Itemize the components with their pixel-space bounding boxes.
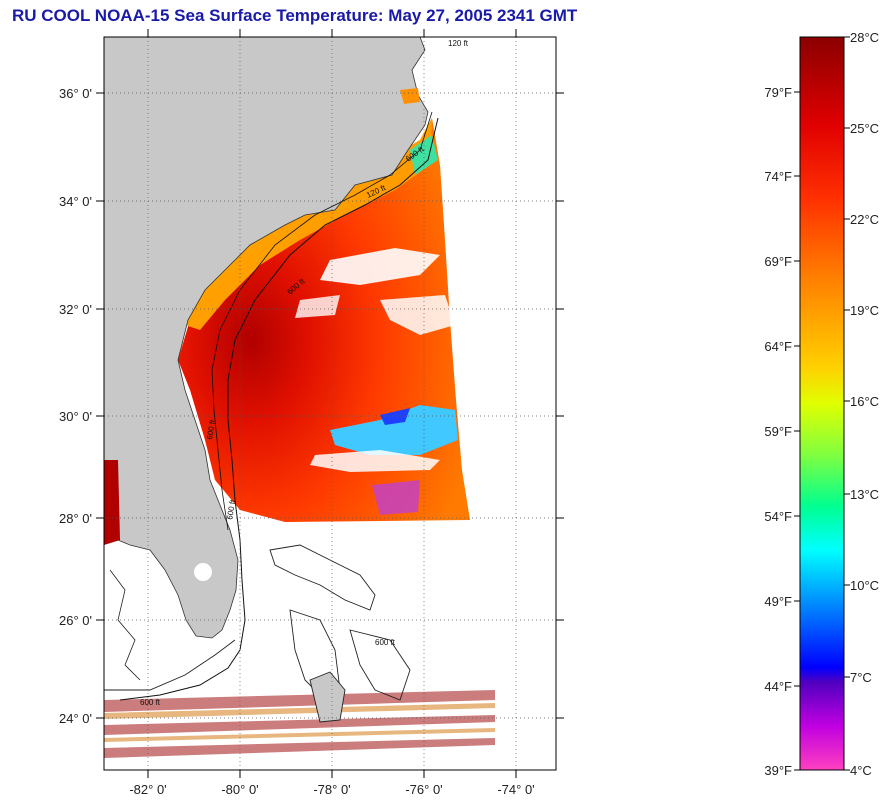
lat-label: 30° 0' bbox=[59, 409, 92, 424]
bahamas-outline bbox=[269, 544, 376, 611]
cool-patch-east bbox=[330, 405, 458, 455]
lon-label: -80° 0' bbox=[221, 782, 258, 797]
lat-label: 26° 0' bbox=[59, 613, 92, 628]
colorbar-fahrenheit-label: 39°F bbox=[764, 763, 792, 778]
colorbar-fahrenheit-label: 49°F bbox=[764, 594, 792, 609]
colorbar-fahrenheit-label: 69°F bbox=[764, 254, 792, 269]
colorbar bbox=[799, 36, 845, 771]
noisy-band bbox=[104, 703, 495, 742]
lat-label: 36° 0' bbox=[59, 86, 92, 101]
lon-label: -78° 0' bbox=[313, 782, 350, 797]
lon-label: -76° 0' bbox=[405, 782, 442, 797]
keys-outline bbox=[104, 639, 236, 691]
colorbar-ticks bbox=[794, 36, 850, 771]
cloud-edge-patch bbox=[372, 480, 420, 515]
colorbar-celsius-label: 4°C bbox=[850, 763, 872, 778]
lake-okeechobee bbox=[194, 563, 212, 581]
colorbar-celsius-label: 19°C bbox=[850, 303, 879, 318]
lon-label: -82° 0' bbox=[129, 782, 166, 797]
noisy-band bbox=[104, 690, 495, 758]
colorbar-celsius-label: 13°C bbox=[850, 487, 879, 502]
colorbar-fahrenheit-label: 64°F bbox=[764, 339, 792, 354]
map-frame bbox=[103, 36, 557, 771]
colorbar-celsius-label: 25°C bbox=[850, 121, 879, 136]
contour-label: 600 ft bbox=[205, 418, 217, 440]
colorbar-celsius-label: 7°C bbox=[850, 670, 872, 685]
florida-gulf-contour bbox=[109, 569, 141, 681]
cuba-outline bbox=[309, 671, 346, 723]
colorbar-celsius-label: 10°C bbox=[850, 578, 879, 593]
cloud-patch bbox=[380, 295, 455, 335]
bahamas-outline bbox=[349, 629, 411, 701]
cold-core bbox=[380, 408, 410, 425]
colorbar-fahrenheit-label: 59°F bbox=[764, 424, 792, 439]
lon-label: -74° 0' bbox=[497, 782, 534, 797]
contour-label: 120 ft bbox=[448, 39, 469, 48]
colorbar-celsius-label: 22°C bbox=[850, 212, 879, 227]
cloud-patch bbox=[295, 295, 340, 318]
colorbar-fahrenheit-label: 44°F bbox=[764, 679, 792, 694]
land-mass bbox=[104, 37, 429, 639]
lat-label: 34° 0' bbox=[59, 194, 92, 209]
lat-label: 28° 0' bbox=[59, 511, 92, 526]
contour-label: 600 ft bbox=[140, 698, 161, 707]
map-ticks bbox=[96, 29, 564, 778]
colorbar-fahrenheit-label: 79°F bbox=[764, 85, 792, 100]
gulf-strip bbox=[104, 460, 120, 545]
contour-label: 600 ft bbox=[225, 498, 237, 520]
lat-label: 32° 0' bbox=[59, 302, 92, 317]
colorbar-celsius-label: 16°C bbox=[850, 394, 879, 409]
depth-contour-600ft bbox=[119, 117, 439, 701]
colorbar-celsius-label: 28°C bbox=[850, 30, 879, 45]
bay-water bbox=[400, 88, 420, 104]
contour-label: 600 ft bbox=[375, 638, 396, 647]
colorbar-fahrenheit-label: 54°F bbox=[764, 509, 792, 524]
cool-patch-north bbox=[410, 135, 438, 175]
lat-label: 24° 0' bbox=[59, 711, 92, 726]
map-gridlines bbox=[104, 37, 556, 770]
cloud-patch bbox=[320, 248, 440, 285]
map-title: RU COOL NOAA-15 Sea Surface Temperature:… bbox=[12, 6, 578, 25]
cloud-patch bbox=[310, 450, 440, 472]
colorbar-fahrenheit-label: 74°F bbox=[764, 169, 792, 184]
